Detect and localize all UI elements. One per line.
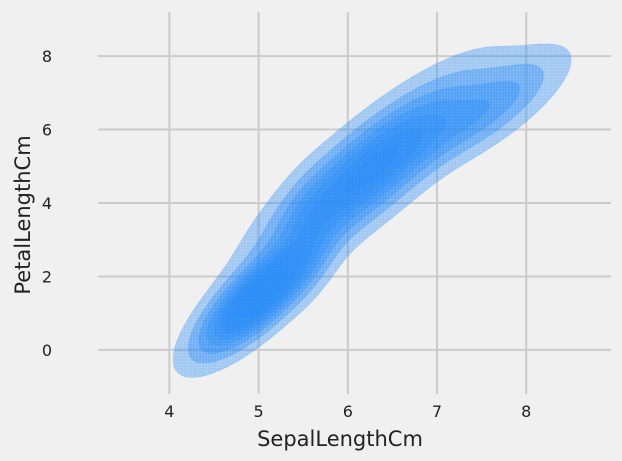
density-level-4 bbox=[206, 99, 491, 346]
y-tick-label: 0 bbox=[42, 341, 52, 360]
density-level-2 bbox=[187, 63, 544, 364]
grid bbox=[98, 12, 611, 394]
y-tick-label: 4 bbox=[42, 194, 52, 213]
x-tick-label: 7 bbox=[432, 402, 442, 421]
density-contours bbox=[172, 43, 572, 378]
y-tick-label: 6 bbox=[42, 121, 52, 140]
density-level-8 bbox=[234, 266, 289, 320]
density-level-7 bbox=[226, 146, 399, 327]
y-tick-labels: 0 2 4 6 8 bbox=[42, 47, 52, 360]
x-tick-labels: 4 5 6 7 8 bbox=[164, 402, 531, 421]
y-tick-label: 8 bbox=[42, 47, 52, 66]
x-tick-label: 5 bbox=[253, 402, 263, 421]
x-tick-label: 6 bbox=[343, 402, 353, 421]
density-level-6 bbox=[220, 128, 423, 333]
x-axis-label: SepalLengthCm bbox=[257, 427, 423, 451]
x-tick-label: 8 bbox=[521, 402, 531, 421]
y-tick-label: 2 bbox=[42, 267, 52, 286]
density-level-5 bbox=[213, 114, 447, 339]
density-level-1 bbox=[172, 43, 572, 378]
y-axis-label: PetalLengthCm bbox=[11, 135, 35, 294]
x-tick-label: 4 bbox=[164, 402, 174, 421]
density-level-3 bbox=[198, 80, 520, 354]
